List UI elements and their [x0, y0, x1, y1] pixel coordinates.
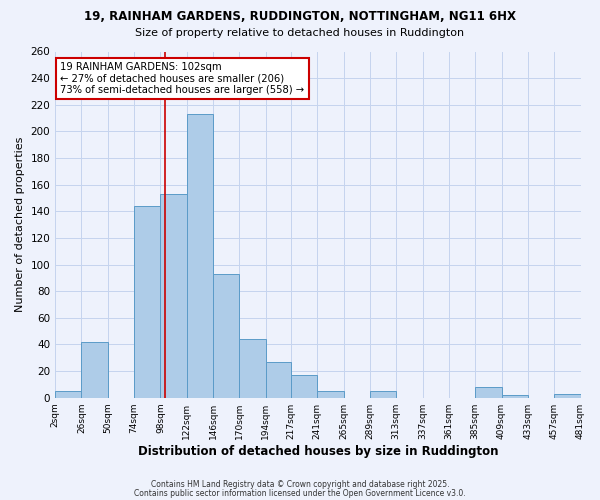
X-axis label: Distribution of detached houses by size in Ruddington: Distribution of detached houses by size …: [137, 444, 498, 458]
Bar: [55, 391, 82, 398]
Bar: [82, 342, 108, 398]
Bar: [317, 391, 344, 398]
Bar: [213, 274, 239, 398]
Bar: [475, 387, 502, 398]
Text: Contains public sector information licensed under the Open Government Licence v3: Contains public sector information licen…: [134, 488, 466, 498]
Bar: [370, 391, 396, 398]
Bar: [160, 194, 187, 398]
Bar: [239, 339, 266, 398]
Text: Contains HM Land Registry data © Crown copyright and database right 2025.: Contains HM Land Registry data © Crown c…: [151, 480, 449, 489]
Text: 19 RAINHAM GARDENS: 102sqm
← 27% of detached houses are smaller (206)
73% of sem: 19 RAINHAM GARDENS: 102sqm ← 27% of deta…: [61, 62, 305, 95]
Bar: [291, 375, 317, 398]
Bar: [554, 394, 581, 398]
Bar: [187, 114, 213, 398]
Bar: [134, 206, 160, 398]
Y-axis label: Number of detached properties: Number of detached properties: [15, 137, 25, 312]
Bar: [502, 395, 528, 398]
Text: 19, RAINHAM GARDENS, RUDDINGTON, NOTTINGHAM, NG11 6HX: 19, RAINHAM GARDENS, RUDDINGTON, NOTTING…: [84, 10, 516, 23]
Bar: [266, 362, 291, 398]
Text: Size of property relative to detached houses in Ruddington: Size of property relative to detached ho…: [136, 28, 464, 38]
